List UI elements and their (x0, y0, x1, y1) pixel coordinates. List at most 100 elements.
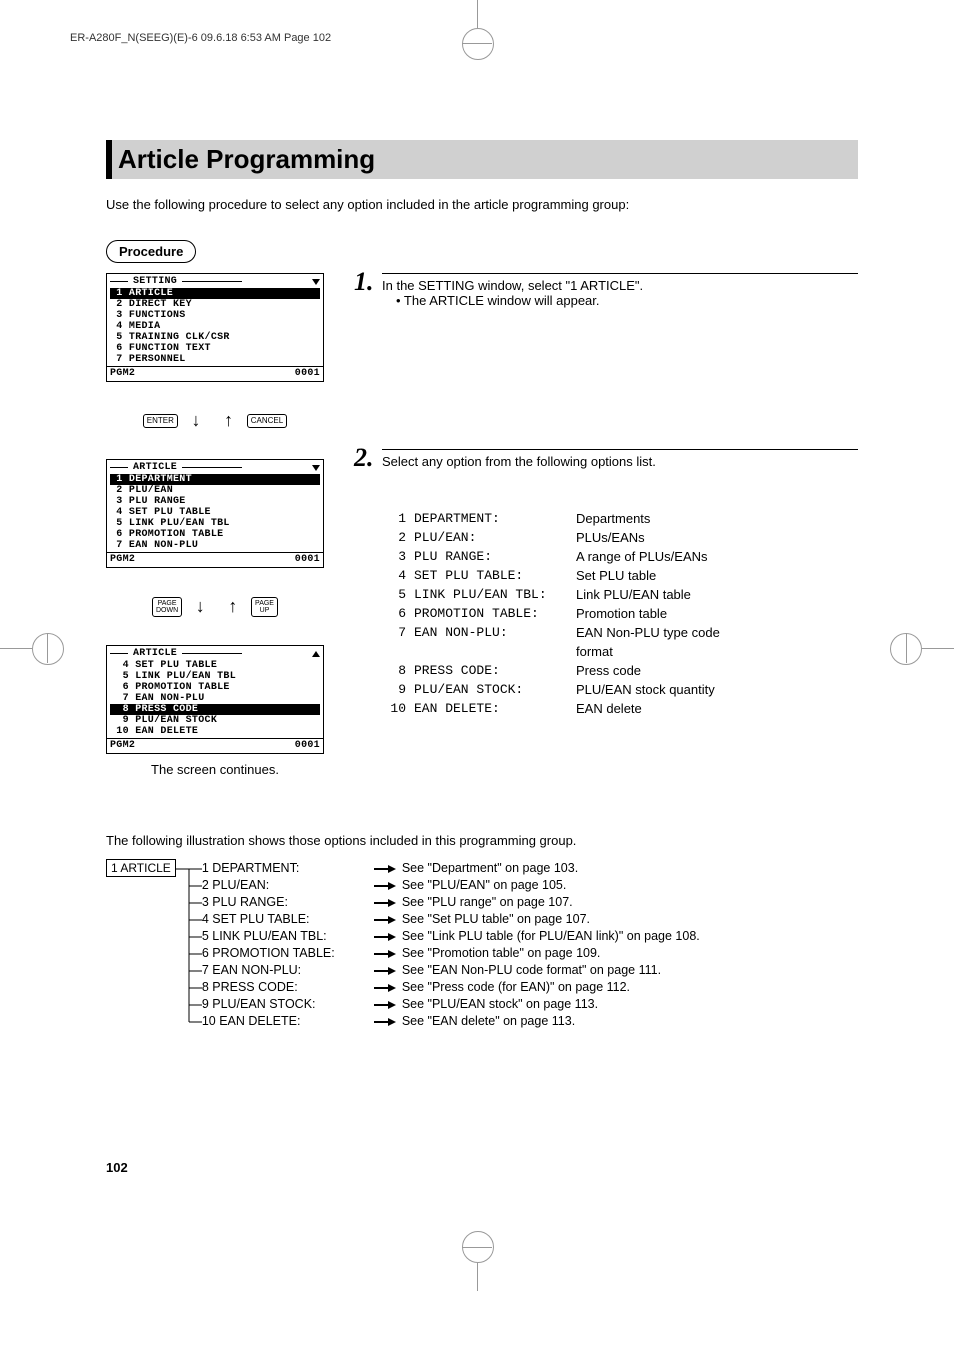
option-row: format (382, 642, 858, 661)
option-row: 8PRESS CODE:Press code (382, 661, 858, 680)
lcd-title: SETTING (130, 276, 180, 287)
tree-item-ref: See "Department" on page 103. (374, 860, 700, 877)
lcd-line: 6 PROMOTION TABLE (110, 682, 320, 693)
lcd-footer-left: PGM2 (110, 740, 135, 751)
option-row: 6PROMOTION TABLE:Promotion table (382, 604, 858, 623)
option-desc: EAN Non-PLU type code (576, 623, 858, 642)
tree-item-label: 1 DEPARTMENT: (202, 860, 374, 877)
lcd-article-1: ARTICLE 1 DEPARTMENT 2 PLU/EAN 3 PLU RAN… (106, 459, 324, 568)
option-code: EAN NON-PLU: (406, 623, 576, 642)
tree-item-label: 2 PLU/EAN: (202, 877, 374, 894)
arrow-right-icon (374, 949, 396, 959)
lcd-footer-left: PGM2 (110, 368, 135, 379)
crop-mark-icon (477, 1263, 478, 1291)
tree-item-label: 8 PRESS CODE: (202, 979, 374, 996)
tree-item-label: 9 PLU/EAN STOCK: (202, 996, 374, 1013)
lcd-line: 3 FUNCTIONS (110, 310, 320, 321)
tree-item-ref: See "PLU/EAN stock" on page 113. (374, 996, 700, 1013)
step-1-sub: • The ARTICLE window will appear. (396, 293, 858, 308)
scroll-down-icon (312, 465, 320, 471)
option-row: 1DEPARTMENT:Departments (382, 509, 858, 528)
lcd-line: 4 SET PLU TABLE (110, 660, 320, 671)
scroll-up-icon (312, 651, 320, 657)
arrow-right-icon (374, 881, 396, 891)
up-arrow-icon: ↑ (224, 410, 233, 431)
option-row: 4SET PLU TABLE:Set PLU table (382, 566, 858, 585)
tree-item-ref: See "EAN Non-PLU code format" on page 11… (374, 962, 700, 979)
tree-item-ref: See "Promotion table" on page 109. (374, 945, 700, 962)
tree-diagram: 1 ARTICLE 1 DEPARTMENT: (106, 860, 858, 1030)
step-2: 2. Select any option from the following … (354, 449, 858, 489)
tree-item-label: 3 PLU RANGE: (202, 894, 374, 911)
page-down-key: PAGEDOWN (152, 597, 182, 617)
option-code: PLU/EAN: (406, 528, 576, 547)
option-num: 8 (382, 661, 406, 680)
options-list: 1DEPARTMENT:Departments2PLU/EAN:PLUs/EAN… (382, 509, 858, 718)
option-code: DEPARTMENT: (406, 509, 576, 528)
option-desc: Link PLU/EAN table (576, 585, 858, 604)
option-num: 7 (382, 623, 406, 642)
option-code: SET PLU TABLE: (406, 566, 576, 585)
option-code: EAN DELETE: (406, 699, 576, 718)
option-row: 10EAN DELETE:EAN delete (382, 699, 858, 718)
arrow-right-icon (374, 966, 396, 976)
lcd-setting: SETTING 1 ARTICLE 2 DIRECT KEY 3 FUNCTIO… (106, 273, 324, 382)
option-code: PLU/EAN STOCK: (406, 680, 576, 699)
lcd-line: 2 PLU/EAN (110, 485, 320, 496)
tree-item-ref: See "PLU range" on page 107. (374, 894, 700, 911)
option-num: 10 (382, 699, 406, 718)
lcd-line: 7 PERSONNEL (110, 354, 320, 365)
step-number: 2. (354, 443, 374, 473)
procedure-badge: Procedure (106, 240, 196, 263)
lcd-line: 5 LINK PLU/EAN TBL (110, 671, 320, 682)
tree-item-ref: See "Link PLU table (for PLU/EAN link)" … (374, 928, 700, 945)
screen-continues-caption: The screen continues. (106, 762, 324, 777)
tree-item-label: 10 EAN DELETE: (202, 1013, 374, 1030)
tree-item-ref: See "Set PLU table" on page 107. (374, 911, 700, 928)
arrow-right-icon (374, 864, 396, 874)
lcd-line: 1 DEPARTMENT (110, 474, 320, 485)
tree-item-label: 6 PROMOTION TABLE: (202, 945, 374, 962)
scroll-down-icon (312, 279, 320, 285)
section-title: Article Programming (106, 140, 858, 179)
lcd-line: 6 FUNCTION TEXT (110, 343, 320, 354)
lcd-line: 9 PLU/EAN STOCK (110, 715, 320, 726)
lcd-line: 4 SET PLU TABLE (110, 507, 320, 518)
lcd-footer-right: 0001 (295, 554, 320, 565)
arrow-right-icon (374, 898, 396, 908)
option-code: PRESS CODE: (406, 661, 576, 680)
option-desc: A range of PLUs/EANs (576, 547, 858, 566)
lcd-line: 4 MEDIA (110, 321, 320, 332)
option-code: PLU RANGE: (406, 547, 576, 566)
lcd-line: 5 LINK PLU/EAN TBL (110, 518, 320, 529)
lcd-title: ARTICLE (130, 648, 180, 659)
tree-root: 1 ARTICLE (106, 859, 176, 877)
lcd-line: 2 DIRECT KEY (110, 299, 320, 310)
option-desc: PLU/EAN stock quantity (576, 680, 858, 699)
lcd-line: 8 PRESS CODE (110, 704, 320, 715)
arrow-right-icon (374, 1000, 396, 1010)
option-num: 2 (382, 528, 406, 547)
step-2-text: Select any option from the following opt… (382, 454, 656, 469)
lcd-line: 6 PROMOTION TABLE (110, 529, 320, 540)
illustration-intro: The following illustration shows those o… (106, 833, 858, 848)
option-num: 6 (382, 604, 406, 623)
step-1-text: In the SETTING window, select "1 ARTICLE… (382, 278, 643, 293)
option-num: 1 (382, 509, 406, 528)
print-header: ER-A280F_N(SEEG)(E)-6 09.6.18 6:53 AM Pa… (70, 32, 331, 44)
tree-item-ref: See "EAN delete" on page 113. (374, 1013, 700, 1030)
intro-text: Use the following procedure to select an… (106, 197, 858, 212)
option-row: 2PLU/EAN:PLUs/EANs (382, 528, 858, 547)
lcd-line: 1 ARTICLE (110, 288, 320, 299)
option-num: 5 (382, 585, 406, 604)
option-num: 9 (382, 680, 406, 699)
option-row: 5LINK PLU/EAN TBL:Link PLU/EAN table (382, 585, 858, 604)
option-desc: EAN delete (576, 699, 858, 718)
arrow-right-icon (374, 932, 396, 942)
option-row: 3PLU RANGE:A range of PLUs/EANs (382, 547, 858, 566)
option-code: LINK PLU/EAN TBL: (406, 585, 576, 604)
option-num: 3 (382, 547, 406, 566)
option-desc: Set PLU table (576, 566, 858, 585)
lcd-line: 7 EAN NON-PLU (110, 540, 320, 551)
arrow-right-icon (374, 1017, 396, 1027)
